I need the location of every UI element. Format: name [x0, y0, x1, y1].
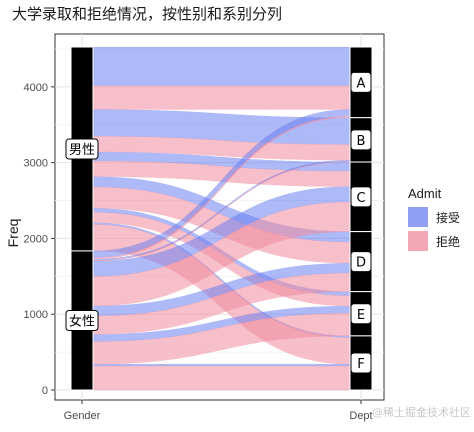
- stratum-label-box: [350, 352, 372, 374]
- x-tick-label: Dept: [349, 410, 372, 422]
- stratum-label: E: [357, 308, 365, 323]
- legend-label: 接受: [436, 210, 460, 225]
- stratum-label: 男性: [69, 143, 95, 158]
- y-tick-label: 2000: [24, 233, 48, 245]
- flow-admitted-male-a: [92, 46, 351, 87]
- stratum-label: 女性: [69, 313, 95, 329]
- flow-admitted-female-f: [92, 363, 351, 367]
- watermark: @稀土掘金技术社区: [372, 405, 471, 419]
- legend-label: 拒绝: [436, 234, 460, 249]
- y-axis-title: Freq: [5, 219, 21, 248]
- y-tick-label: 4000: [24, 82, 48, 94]
- legend-key: [408, 231, 428, 251]
- chart-title: 大学录取和拒绝情况，按性别和系别分列: [12, 5, 282, 23]
- y-tick-label: 3000: [24, 158, 48, 170]
- stratum-label-box: [350, 71, 372, 93]
- stratum-label-box: [350, 251, 372, 273]
- stratum-label-box: [350, 303, 372, 325]
- stratum-label: C: [356, 191, 365, 206]
- stratum-label: F: [357, 357, 364, 372]
- stratum-label-box: [350, 129, 372, 151]
- legend-title: Admit: [408, 186, 442, 201]
- y-tick-label: 1000: [24, 309, 48, 321]
- stratum-label: B: [357, 134, 366, 149]
- stratum-label: A: [357, 76, 366, 91]
- y-tick-label: 0: [42, 385, 48, 397]
- flow-rejected-female-f: [92, 365, 351, 391]
- legend-key: [408, 207, 428, 227]
- stratum-label-box: [65, 138, 99, 160]
- flow-rejected-male-a: [92, 85, 351, 110]
- stratum-label-box: [350, 186, 372, 208]
- flows: [92, 46, 351, 391]
- stratum-label-box: [65, 309, 99, 331]
- x-tick-label: Gender: [64, 410, 101, 422]
- stratum-label: D: [356, 256, 366, 271]
